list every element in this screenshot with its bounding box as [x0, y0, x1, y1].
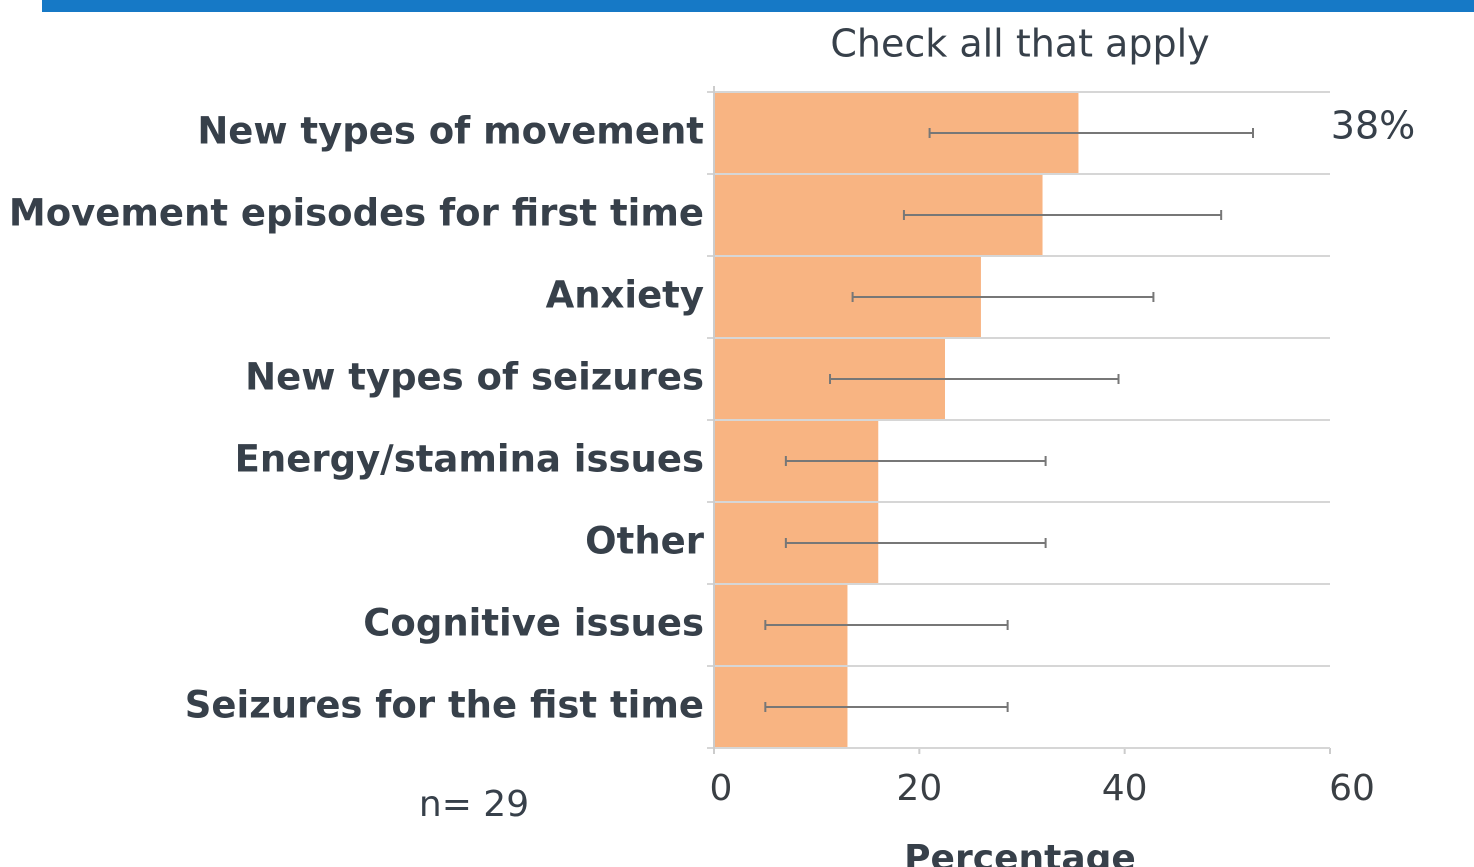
- annotation: 38%: [1331, 104, 1415, 148]
- x-tick-label: 20: [896, 768, 942, 809]
- header-band: [42, 0, 1474, 12]
- error-bar: [784, 456, 1047, 466]
- x-tick-label: 40: [1102, 768, 1148, 809]
- y-tick-label: Cognitive issues: [363, 602, 704, 645]
- y-tick-label: New types of seizures: [245, 356, 704, 399]
- error-bar: [764, 702, 1009, 712]
- x-axis-label: Percentage: [904, 838, 1136, 867]
- x-tick-label: 60: [1329, 768, 1375, 809]
- error-bar: [902, 210, 1223, 220]
- error-bar: [784, 538, 1047, 548]
- error-bar: [851, 292, 1155, 302]
- y-tick-label: Anxiety: [546, 274, 704, 317]
- y-tick-label: New types of movement: [197, 110, 704, 153]
- error-bar: [764, 620, 1009, 630]
- y-tick-label: Seizures for the fist time: [185, 684, 704, 727]
- error-bar: [928, 128, 1254, 138]
- note: n= 29: [419, 784, 529, 825]
- y-tick-label: Energy/stamina issues: [235, 438, 704, 481]
- y-tick-label: Movement episodes for first time: [9, 192, 704, 235]
- chart-title: Check all that apply: [830, 22, 1209, 66]
- error-bar: [829, 374, 1120, 384]
- x-tick-label: 0: [710, 768, 733, 809]
- y-tick-label: Other: [585, 520, 705, 563]
